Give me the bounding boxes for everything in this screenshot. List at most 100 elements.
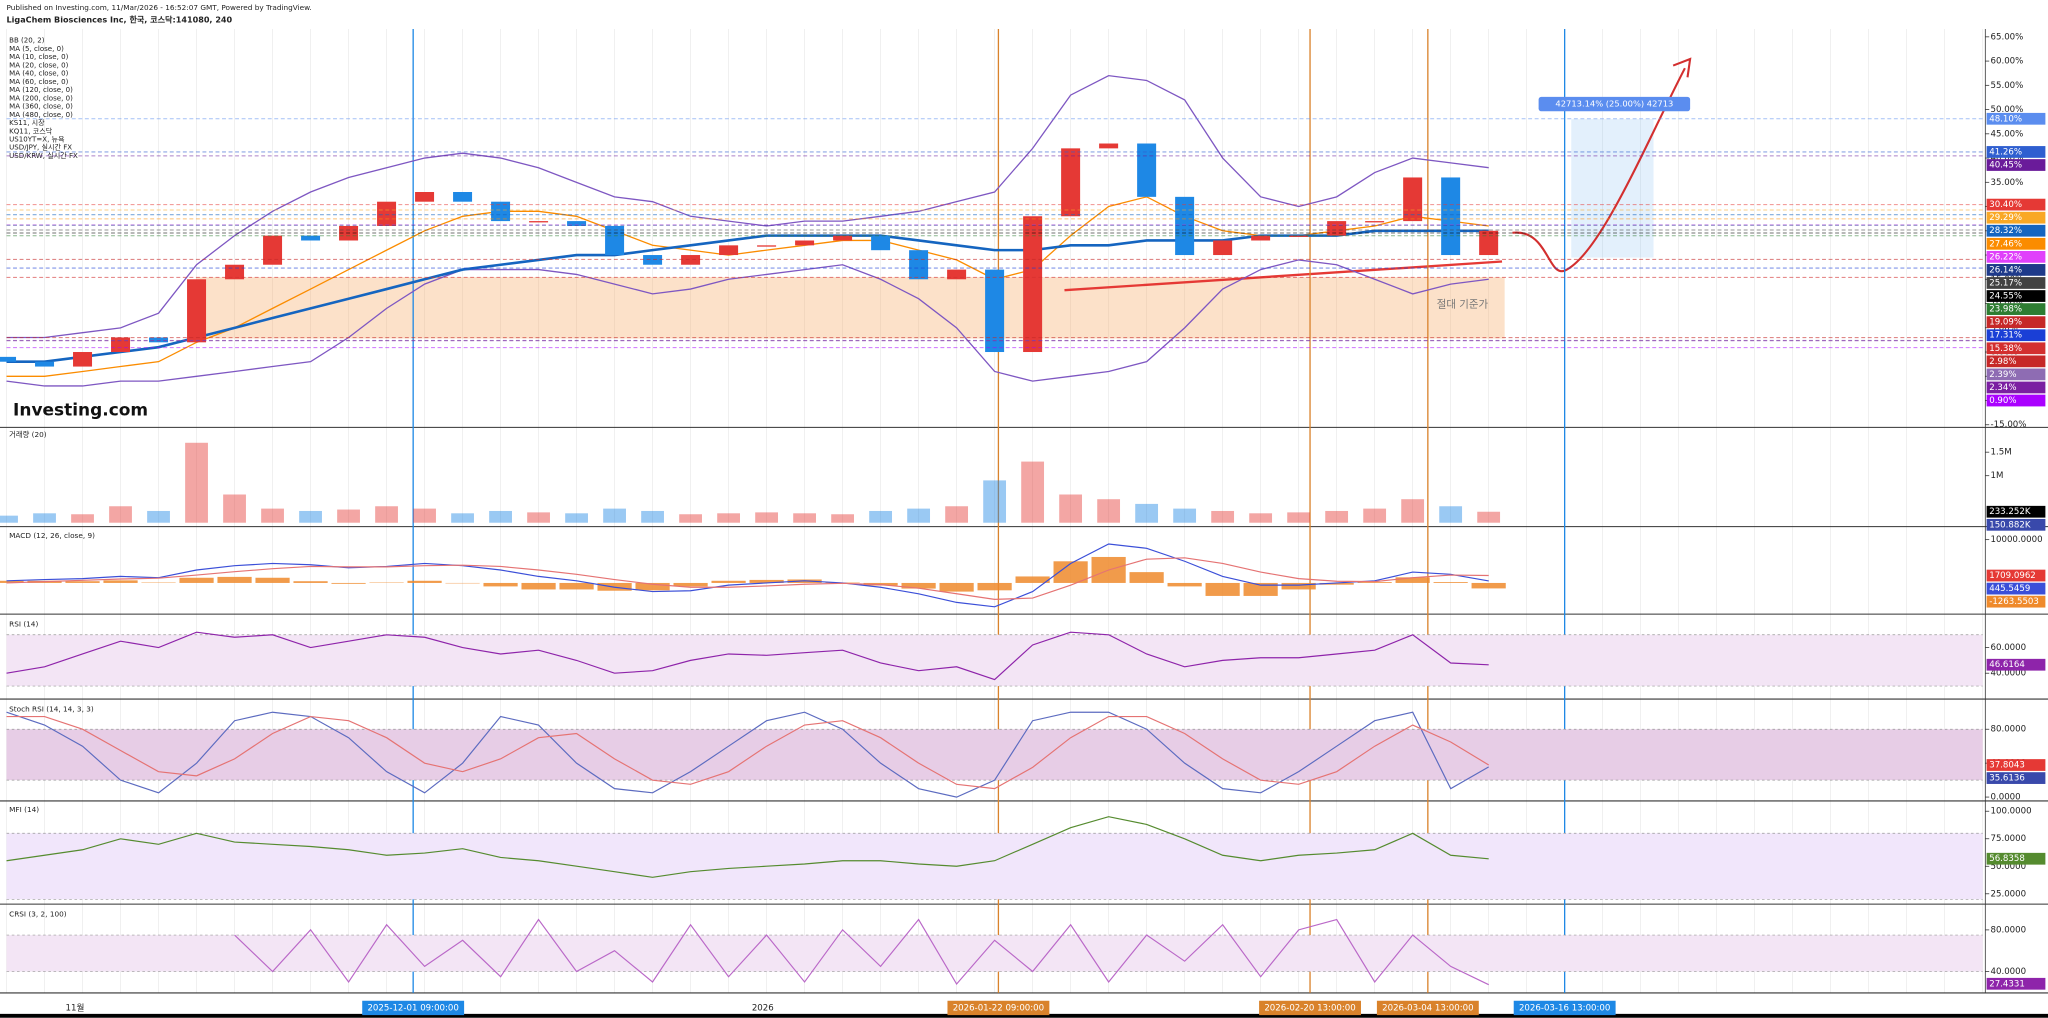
- indicator-line: [6, 259, 1489, 387]
- candle: [567, 221, 587, 226]
- arrow-head: [1672, 57, 1692, 78]
- y-tick-label: 45.00%: [1991, 129, 2024, 139]
- histogram-bar: [331, 582, 366, 584]
- level-label: 29.29%: [1989, 213, 2022, 223]
- volume-bar: [527, 512, 550, 523]
- measure-annotation: 42713.14% (25.00%) 42713: [1555, 99, 1673, 109]
- value-badge: [1986, 582, 2046, 595]
- level-label: 26.22%: [1989, 252, 2022, 262]
- y-tick-label: 0.0000: [1991, 793, 2021, 803]
- value-badge-label: 445.5459: [1989, 584, 2030, 594]
- indicator-legend: USD/JPY, 실시간 FX: [9, 143, 72, 152]
- y-tick-label: 55.00%: [1991, 81, 2024, 91]
- indicator-line: [6, 816, 1489, 878]
- pane-title: MACD (12, 26, close, 9): [9, 531, 95, 540]
- indicator-legend: KS11, 시장: [9, 118, 45, 127]
- pane-title: 거래량 (20): [9, 430, 47, 439]
- indicator-legend: MA (480, close, 0): [9, 110, 73, 119]
- level-label: 27.46%: [1989, 239, 2022, 249]
- indicator-legend: MA (5, close, 0): [9, 44, 64, 53]
- plot: 11월 2025-12-01 09:00:00 2026 2026-01-22 09:…: [0, 28, 2048, 1018]
- indicator-legend: MA (60, close, 0): [9, 77, 68, 86]
- candle: [1365, 221, 1385, 223]
- pane-title: MFI (14): [9, 805, 39, 814]
- y-tick-label: 10000.0000: [1991, 535, 2043, 545]
- histogram-bar: [103, 580, 138, 583]
- volume-bar: [109, 506, 132, 523]
- indicator-legend: US10YT=X, 뉴욕: [9, 134, 65, 143]
- volume-bar: [337, 509, 360, 523]
- level-label: 2.98%: [1989, 357, 2016, 367]
- level-badge: [1986, 211, 2046, 224]
- level-label: 26.14%: [1989, 265, 2022, 275]
- indicator-line: [6, 715, 1490, 790]
- volume-bar: [1211, 510, 1235, 523]
- pane-title: RSI (14): [9, 620, 38, 629]
- x-tick-label: 2026-02-20 13:00:00: [1264, 1003, 1355, 1013]
- histogram-bar: [1129, 572, 1164, 583]
- value-badge: [1986, 852, 2046, 865]
- volume-bar: [1135, 503, 1159, 523]
- volume-bar: [603, 508, 626, 523]
- chart-title: LigaChem Biosciences Inc, 한국, 코스닥:141080…: [7, 14, 233, 24]
- level-label: 2.34%: [1989, 383, 2016, 393]
- level-label: 30.40%: [1989, 200, 2022, 210]
- x-tick-label: 2026-01-22 09:00:00: [953, 1003, 1044, 1013]
- y-tick-label: 65.00%: [1991, 32, 2024, 42]
- value-badge-label: 56.8358: [1989, 854, 2025, 864]
- candle: [985, 269, 1005, 353]
- histogram-bar: [939, 582, 974, 592]
- indicator-legend: USD/KRW, 실시간 FX: [9, 151, 78, 160]
- level-badge: [1986, 277, 2046, 289]
- histogram-bar: [483, 582, 518, 587]
- chart-subtitle: Published on Investing.com, 11/Mar/2026 …: [7, 3, 312, 12]
- candle: [263, 235, 283, 265]
- level-badge: [1986, 303, 2046, 315]
- x-tick-label: 11월: [65, 1001, 84, 1013]
- candle: [35, 361, 55, 367]
- level-badge: [1986, 355, 2046, 368]
- volume-bar: [679, 514, 702, 523]
- band: [6, 833, 1983, 900]
- level-badge: [1986, 368, 2046, 381]
- level-badge: [1986, 342, 2046, 355]
- volume-bar: [869, 510, 893, 523]
- y-tick-label: 25.0000: [1991, 889, 2027, 899]
- value-badge-label: 37.8043: [1989, 761, 2025, 771]
- histogram-bar: [1357, 582, 1392, 583]
- value-badge-label: -1263.5503: [1989, 597, 2039, 607]
- value-badge-label: 46.6164: [1989, 660, 2025, 670]
- y-tick-label: 50.00%: [1991, 105, 2024, 115]
- volume-bar: [261, 508, 284, 523]
- volume-bar: [1059, 494, 1083, 523]
- candle: [415, 192, 435, 202]
- level-label: 2.39%: [1989, 370, 2016, 380]
- candle: [1479, 230, 1499, 256]
- volume-bar: [1287, 512, 1311, 523]
- candle: [149, 337, 169, 343]
- histogram-bar: [65, 581, 100, 583]
- candle: [1023, 216, 1043, 353]
- indicator-line: [6, 711, 1490, 798]
- level-badge: [1986, 159, 2046, 171]
- value-badge-label: 150.882K: [1989, 520, 2031, 530]
- histogram-bar: [293, 581, 328, 583]
- indicator-legend: MA (360, close, 0): [9, 102, 73, 111]
- vertical-grid: [6, 28, 1984, 993]
- value-badge: [1986, 658, 2046, 671]
- level-label: 15.38%: [1989, 344, 2022, 354]
- level-label: 41.26%: [1989, 147, 2022, 157]
- candle: [1251, 235, 1271, 241]
- indicator-legend: MA (10, close, 0): [9, 52, 68, 61]
- y-tick-label: 60.00%: [1991, 57, 2024, 67]
- annotation-box: [1538, 96, 1691, 112]
- y-tick-label: 60.0000: [1991, 643, 2027, 653]
- indicator-line: [6, 543, 1489, 608]
- candle: [947, 269, 967, 280]
- level-badge: [1986, 381, 2046, 394]
- level-label: 28.32%: [1989, 226, 2022, 236]
- y-tick-label: 5.00%: [1991, 323, 2018, 333]
- volume-bar: [945, 506, 969, 523]
- y-tick-label: 40.0000: [1991, 967, 2027, 977]
- y-tick-label: 75.0000: [1991, 834, 2027, 844]
